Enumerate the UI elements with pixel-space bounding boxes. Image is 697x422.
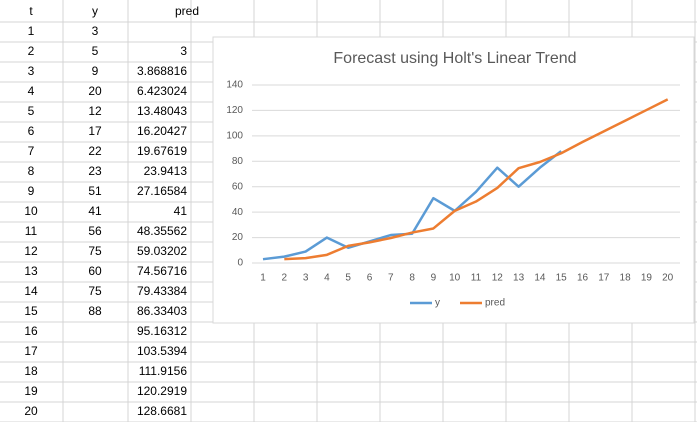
cell: 22	[88, 144, 102, 158]
x-tick-label: 3	[303, 273, 309, 284]
cell: 6.423024	[137, 84, 187, 98]
x-tick-label: 5	[345, 273, 351, 284]
cell: 20	[24, 404, 38, 418]
series-line	[284, 98, 669, 261]
cell: 11	[25, 224, 38, 238]
x-tick-label: 6	[367, 273, 373, 284]
x-tick-label: 1	[260, 273, 266, 284]
legend-label: pred	[485, 298, 505, 309]
cell: 75	[88, 244, 102, 258]
column-header: y	[92, 4, 98, 18]
cell: 19	[24, 384, 38, 398]
cell: 128.6681	[137, 404, 187, 418]
x-tick-label: 7	[388, 273, 394, 284]
y-tick-label: 100	[226, 130, 243, 141]
cell: 4	[28, 84, 35, 98]
cell: 6	[28, 124, 35, 138]
x-tick-label: 13	[513, 273, 525, 284]
cell: 2	[28, 44, 35, 58]
cell: 8	[28, 164, 35, 178]
cell: 19.67619	[137, 144, 187, 158]
cell: 9	[28, 184, 35, 198]
cell: 120.2919	[137, 384, 187, 398]
column-header: t	[29, 4, 33, 18]
cell: 10	[24, 204, 38, 218]
cell: 3	[28, 64, 35, 78]
x-tick-label: 4	[324, 273, 330, 284]
y-tick-label: 80	[232, 156, 244, 167]
x-tick-label: 19	[641, 273, 653, 284]
cell: 13	[24, 264, 38, 278]
cell: 13.48043	[137, 104, 187, 118]
x-tick-label: 12	[492, 273, 504, 284]
column-header: pred	[175, 4, 199, 18]
cell: 79.43384	[137, 284, 187, 298]
cell: 41	[174, 204, 188, 218]
cell: 51	[88, 184, 102, 198]
x-tick-label: 11	[471, 273, 482, 284]
cell: 16	[24, 324, 38, 338]
cell: 48.35562	[137, 224, 187, 238]
cell: 12	[88, 104, 102, 118]
cell: 59.03202	[137, 244, 187, 258]
x-tick-label: 9	[431, 273, 437, 284]
cell: 9	[92, 64, 99, 78]
cell: 23.9413	[144, 164, 188, 178]
cell: 111.9156	[139, 364, 188, 378]
cell: 56	[88, 224, 102, 238]
x-tick-label: 14	[534, 273, 546, 284]
y-tick-label: 40	[232, 207, 244, 218]
y-tick-label: 60	[232, 181, 244, 192]
x-tick-label: 16	[577, 273, 589, 284]
y-tick-label: 20	[232, 232, 244, 243]
x-tick-label: 8	[409, 273, 415, 284]
cell: 41	[88, 204, 102, 218]
cell: 14	[24, 284, 38, 298]
cell: 5	[28, 104, 35, 118]
x-tick-label: 10	[449, 273, 461, 284]
cell: 17	[88, 124, 102, 138]
cell: 1	[28, 24, 35, 38]
chart-title: Forecast using Holt's Linear Trend	[333, 50, 576, 67]
cell: 3	[180, 44, 187, 58]
cell: 60	[88, 264, 102, 278]
y-tick-label: 120	[226, 105, 243, 116]
cell: 16.20427	[137, 124, 187, 138]
cell: 103.5394	[137, 344, 187, 358]
cell: 27.16584	[137, 184, 187, 198]
cell: 15	[24, 304, 38, 318]
cell: 88	[88, 304, 102, 318]
cell: 75	[88, 284, 102, 298]
cell: 74.56716	[137, 264, 187, 278]
cell: 86.33403	[137, 304, 187, 318]
y-tick-label: 0	[237, 258, 243, 269]
cell: 5	[92, 44, 99, 58]
y-tick-label: 140	[226, 80, 243, 91]
cell: 20	[88, 84, 102, 98]
cell: 7	[28, 144, 35, 158]
cell: 3.868816	[137, 64, 187, 78]
legend-label: y	[435, 298, 440, 309]
cell: 95.16312	[137, 324, 187, 338]
cell: 12	[24, 244, 38, 258]
cell: 17	[24, 344, 38, 358]
x-tick-label: 2	[282, 273, 288, 284]
x-tick-label: 20	[662, 273, 674, 284]
x-tick-label: 15	[556, 273, 568, 284]
cell: 3	[92, 24, 99, 38]
x-tick-label: 18	[620, 273, 632, 284]
cell: 18	[24, 364, 38, 378]
cell: 23	[88, 164, 102, 178]
x-tick-label: 17	[598, 273, 610, 284]
